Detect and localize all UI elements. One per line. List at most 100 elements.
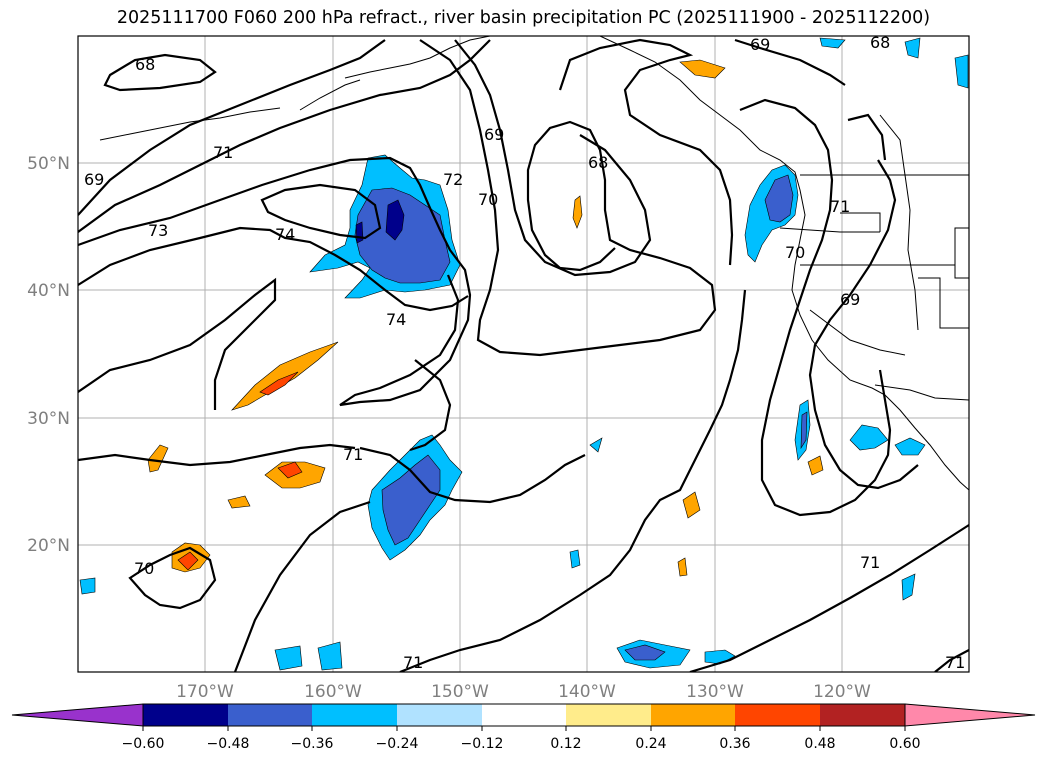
contour-label: 69 <box>750 35 770 54</box>
contour-74-lower <box>78 226 469 312</box>
colorbar-segment <box>820 704 905 726</box>
colorbar-segment <box>482 704 566 726</box>
refractivity-contours <box>78 38 969 672</box>
colorbar-tick-label: 0.24 <box>635 736 666 752</box>
colorbar-segment <box>228 704 312 726</box>
contour-label: 73 <box>148 221 168 240</box>
coastlines <box>99 36 969 491</box>
positive-streak-ne <box>231 341 339 411</box>
positive-streak-ne-core <box>259 371 299 396</box>
contour-74-upper <box>260 183 382 240</box>
positive-small-2 <box>682 491 701 519</box>
contour-label: 71 <box>343 445 363 464</box>
contour-label: 74 <box>275 225 295 244</box>
negative-small-7 <box>589 437 603 453</box>
contour-label: 69 <box>840 290 860 309</box>
lon-tick-label: 130°W <box>686 682 744 702</box>
mexico-anomaly-2 <box>894 437 926 456</box>
positive-alaska <box>679 59 726 79</box>
colorbar-tick-label: 0.12 <box>550 736 581 752</box>
negative-anomaly-north-core <box>385 199 405 241</box>
colorbar-segment <box>397 704 482 726</box>
contour-70-east <box>739 98 892 517</box>
contour-69-east <box>734 38 846 86</box>
grid-lines <box>78 36 969 672</box>
contour-71-mid2 <box>359 446 586 504</box>
lat-tick-label: 50°N <box>27 154 70 174</box>
plot-border <box>77 35 970 673</box>
contour-label-group: 68 69 71 73 74 72 70 69 68 68 69 70 71 6… <box>84 33 965 672</box>
contour-68-nw <box>103 53 217 92</box>
colorbar-tick-label: −0.12 <box>461 736 504 752</box>
south-anomaly-3 <box>274 645 303 671</box>
colorbar-extend-high <box>904 703 1036 727</box>
colorbar-segment <box>651 704 735 726</box>
negative-anomaly-north-core-2 <box>355 221 364 244</box>
negative-anomaly-north-mid <box>354 187 451 284</box>
state-border-box <box>954 227 969 279</box>
contour-label: 68 <box>135 55 155 74</box>
colorbar-tick-label: −0.36 <box>291 736 334 752</box>
lon-tick-label: 160°W <box>304 682 362 702</box>
lon-axis: 170°W 160°W 150°W 140°W 130°W 120°W <box>176 682 871 702</box>
colorbar-tick-label: −0.60 <box>122 736 165 752</box>
south-anomaly-4 <box>317 641 343 671</box>
contour-71-mid <box>78 443 356 467</box>
aleutian-arc <box>299 79 361 111</box>
lon-tick-label: 170°W <box>176 682 234 702</box>
lat-tick-label: 30°N <box>27 409 70 429</box>
contour-label: 72 <box>443 170 463 189</box>
colorbar-segment <box>143 704 228 726</box>
mexico-anomaly <box>849 424 889 451</box>
contour-70-sw <box>128 546 217 610</box>
negative-anomaly-south-mid <box>381 454 441 546</box>
colorbar: −0.60 −0.48 −0.36 −0.24 −0.12 0.12 0.24 … <box>11 703 1036 752</box>
colorbar-segment <box>312 704 397 726</box>
colorbar-frame <box>142 703 906 727</box>
contour-label: 71 <box>830 197 850 216</box>
contour-71-loop <box>409 359 452 452</box>
contour-68-east <box>558 38 734 266</box>
west-coast-anomaly-mid <box>764 174 794 223</box>
aleutian-islands <box>99 107 281 141</box>
contour-71-se <box>689 524 969 672</box>
contour-label: 68 <box>870 33 890 52</box>
lon-tick-label: 140°W <box>558 682 616 702</box>
contour-69-north <box>78 39 386 216</box>
lon-tick-label: 120°W <box>813 682 871 702</box>
north-america-coast <box>599 36 969 491</box>
contour-69-central <box>454 39 652 277</box>
contour-69-ne <box>847 113 887 161</box>
negative-small-6 <box>569 549 581 569</box>
positive-cluster-w2 <box>227 495 251 509</box>
negative-small-4 <box>901 573 916 601</box>
colorbar-tick-label: −0.48 <box>207 736 250 752</box>
colorbar-tick-label: 0.36 <box>719 736 750 752</box>
contour-label: 69 <box>484 125 504 144</box>
lat-axis: 50°N 40°N 30°N 20°N <box>27 154 70 556</box>
negative-small-2 <box>904 37 921 59</box>
colorbar-tick-label: 0.48 <box>804 736 835 752</box>
lat-tick-label: 40°N <box>27 281 70 301</box>
colorbar-tick-label: 0.60 <box>889 736 920 752</box>
contour-label: 71 <box>860 553 880 572</box>
colorbar-ticks <box>142 726 906 731</box>
contour-73 <box>78 156 472 407</box>
lon-tick-label: 150°W <box>431 682 489 702</box>
contour-71-east <box>808 159 919 490</box>
us-mexico-border <box>874 384 969 401</box>
map-title: 2025111700 F060 200 hPa refract., river … <box>116 8 931 28</box>
contour-label: 70 <box>134 559 154 578</box>
contour-71-south <box>233 500 371 672</box>
contour-label: 69 <box>84 170 104 189</box>
state-border-2 <box>840 212 881 232</box>
contour-label: 68 <box>588 153 608 172</box>
state-border-3 <box>809 309 906 356</box>
colorbar-tick-label: −0.24 <box>376 736 419 752</box>
state-border-4 <box>918 277 969 329</box>
contour-label: 70 <box>785 243 805 262</box>
colorbar-extend-low <box>11 703 144 727</box>
contour-label: 71 <box>403 653 423 672</box>
positive-cluster-w <box>147 444 169 473</box>
